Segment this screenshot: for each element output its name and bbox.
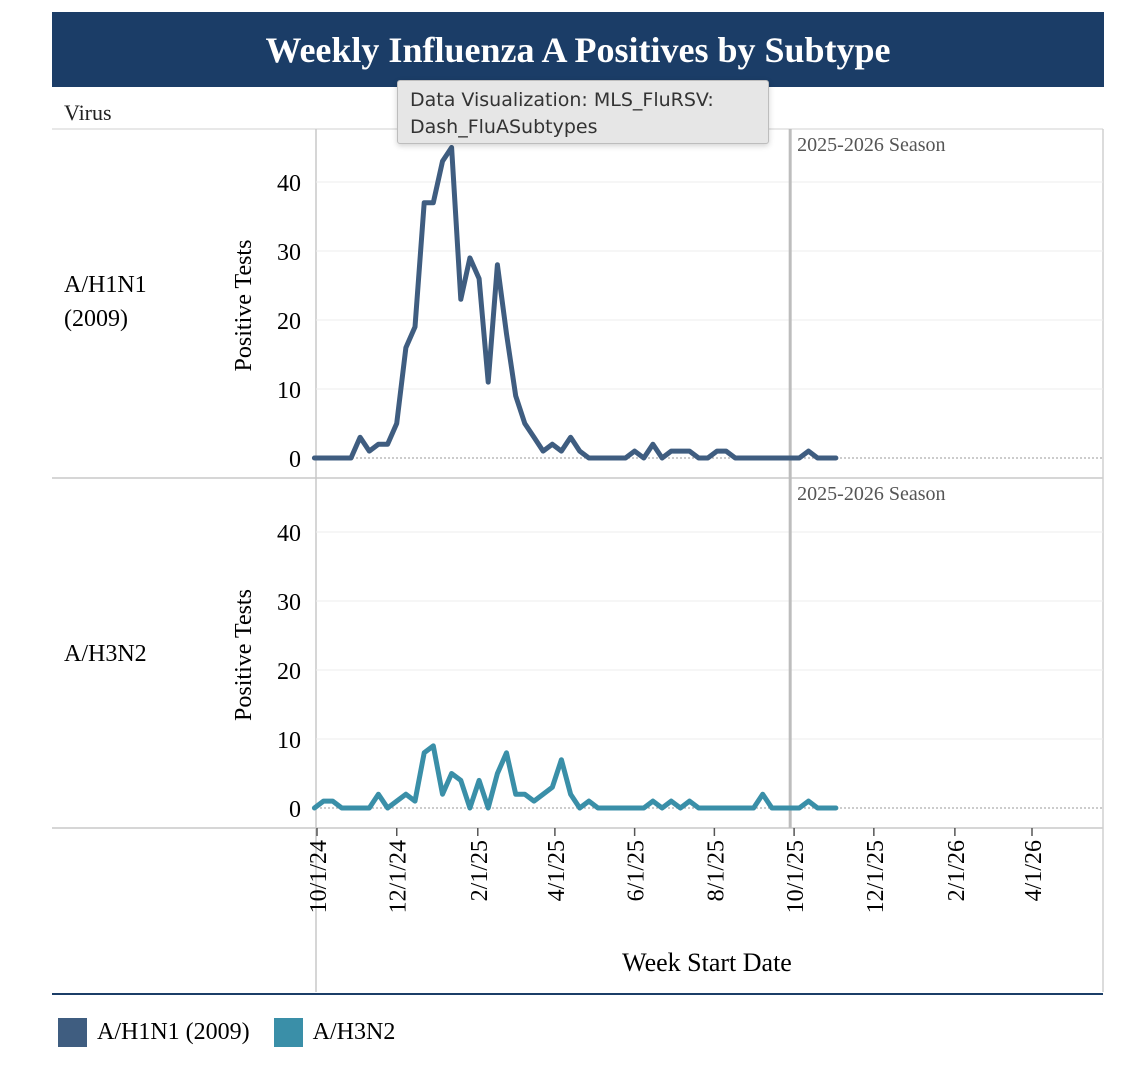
x-tick-label-4: 6/1/25 <box>624 840 650 901</box>
y-tick-label-1-30: 30 <box>277 590 301 616</box>
series-line-h1n1 <box>311 145 839 461</box>
x-axis-label: Week Start Date <box>622 948 792 977</box>
x-tick-label-9: 4/1/26 <box>1021 840 1047 901</box>
y-axis-label-0: Positive Tests <box>231 240 257 372</box>
series-line-h3n2 <box>311 743 839 811</box>
x-tick-label-2: 2/1/25 <box>467 840 493 901</box>
tooltip: Data Visualization: MLS_FluRSV: Dash_Flu… <box>397 80 769 144</box>
row-header-virus: Virus <box>64 100 112 125</box>
x-tick-label-5: 8/1/25 <box>703 840 729 901</box>
y-tick-label-1-0: 0 <box>289 797 301 823</box>
y-tick-label-1-20: 20 <box>277 659 301 685</box>
legend-label-h3n2: A/H3N2 <box>312 1019 396 1045</box>
tooltip-line-2: Dash_FluASubtypes <box>410 116 598 138</box>
chart-area: 0 10 20 30 40 Positive Tests 2025-2026 Season 0… <box>52 128 1104 995</box>
legend-item-h1n1[interactable]: A/H1N1 (2009) <box>58 1018 250 1047</box>
y-tick-label-0-30: 30 <box>277 240 301 266</box>
x-tick-label-3: 4/1/25 <box>544 840 570 901</box>
y-tick-label-1-10: 10 <box>277 728 301 754</box>
chart-title-bar: Weekly Influenza A Positives by Subtype <box>52 12 1104 87</box>
x-tick-label-6: 10/1/25 <box>783 840 809 913</box>
chart-title: Weekly Influenza A Positives by Subtype <box>265 29 891 70</box>
y-tick-label-0-40: 40 <box>277 171 301 197</box>
y-tick-label-0-20: 20 <box>277 309 301 335</box>
x-tick-label-0: 10/1/24 <box>306 840 332 913</box>
row-label-h1n1: A/H1N1 (2009) <box>64 272 147 332</box>
legend-label-h1n1: A/H1N1 (2009) <box>97 1019 250 1045</box>
season-label-1: 2025-2026 Season <box>797 483 945 505</box>
y-tick-label-0-10: 10 <box>277 378 301 404</box>
y-axis-label-1: Positive Tests <box>231 589 257 721</box>
x-tick-label-8: 2/1/26 <box>944 840 970 901</box>
y-tick-label-1-40: 40 <box>277 521 301 547</box>
y-tick-label-0-0: 0 <box>289 447 301 473</box>
x-tick-label-1: 12/1/24 <box>386 840 412 913</box>
legend-swatch-h1n1 <box>58 1018 87 1047</box>
legend-item-h3n2[interactable]: A/H3N2 <box>273 1018 396 1047</box>
legend-swatch-h3n2 <box>273 1018 303 1047</box>
x-tick-label-7: 12/1/25 <box>863 840 889 913</box>
legend: A/H1N1 (2009) A/H3N2 <box>58 1018 419 1047</box>
season-label-0: 2025-2026 Season <box>797 134 945 156</box>
tooltip-line-1: Data Visualization: MLS_FluRSV: <box>410 89 714 111</box>
row-label-h3n2: A/H3N2 <box>64 641 147 667</box>
